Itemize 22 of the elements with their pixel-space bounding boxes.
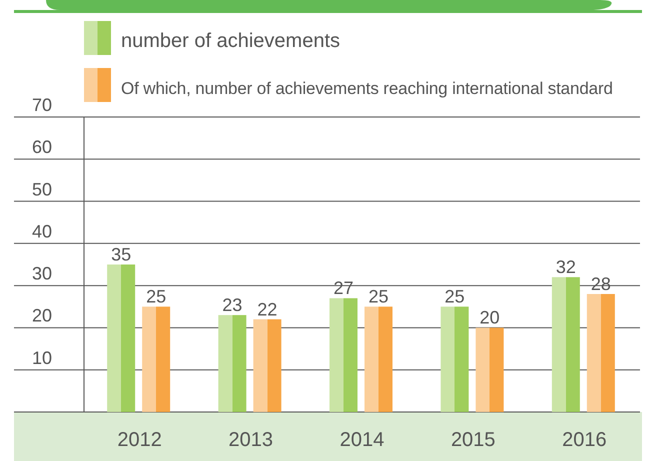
x-tick-label: 2012 (117, 429, 162, 451)
legend-label: Of which, number of achievements reaching international standard (121, 79, 613, 98)
data-label: 25 (146, 286, 166, 307)
data-label: 25 (368, 286, 389, 307)
data-label: 20 (480, 308, 500, 328)
y-tick-label: 50 (32, 179, 52, 200)
y-tick-label: 20 (32, 306, 52, 326)
y-tick-label: 30 (32, 264, 52, 284)
y-tick-label: 70 (32, 95, 52, 115)
x-tick-label: 2014 (340, 429, 384, 451)
x-tick-label: 2015 (450, 429, 496, 451)
data-label: 23 (222, 295, 242, 316)
x-tick-label: 2016 (562, 429, 607, 451)
data-label: 25 (444, 286, 465, 307)
data-label: 22 (257, 299, 278, 320)
data-label: 35 (111, 244, 132, 264)
y-tick-label: 40 (32, 221, 52, 242)
legend-label: number of achievements (121, 30, 340, 52)
data-label: 32 (556, 257, 576, 278)
y-tick-label: 60 (32, 137, 52, 158)
y-tick-label: 10 (32, 348, 52, 368)
x-tick-label: 2013 (228, 429, 274, 451)
